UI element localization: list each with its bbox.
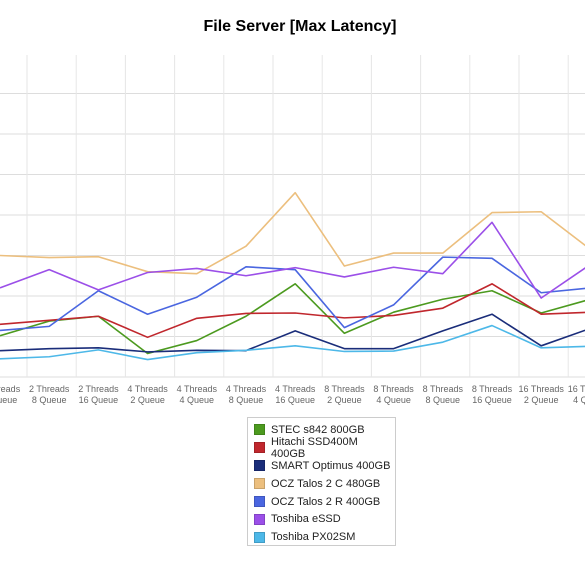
chart-title: File Server [Max Latency] bbox=[203, 18, 397, 35]
x-tick-label: 8 Threads 4 Queue bbox=[373, 384, 414, 405]
x-tick-label: 8 Threads 8 Queue bbox=[423, 384, 464, 405]
legend-item[interactable]: Toshiba PX02SM bbox=[248, 528, 395, 546]
legend-swatch bbox=[254, 442, 265, 454]
x-tick-label: 4 Threads 8 Queue bbox=[226, 384, 267, 405]
grid-lines bbox=[0, 55, 585, 378]
x-tick-label: 8 Threads 2 Queue bbox=[324, 384, 365, 405]
x-tick-label: 4 Threads 2 Queue bbox=[127, 384, 168, 405]
series-line bbox=[0, 191, 585, 275]
legend-item[interactable]: Toshiba eSSD bbox=[248, 510, 395, 528]
legend-item[interactable]: OCZ Talos 2 C 480GB bbox=[248, 475, 395, 493]
series-lines bbox=[0, 191, 585, 361]
series-line bbox=[0, 283, 585, 355]
legend-item[interactable]: SMART Optimus 400GB bbox=[248, 457, 395, 475]
series-line bbox=[0, 313, 585, 353]
legend-label: Toshiba PX02SM bbox=[271, 531, 356, 544]
legend-label: Hitachi SSD400M 400GB bbox=[270, 435, 358, 460]
legend-label: STEC s842 800GB bbox=[271, 423, 365, 436]
x-tick-label: 4 Threads 16 Queue bbox=[275, 384, 316, 405]
legend-label: SMART Optimus 400GB bbox=[271, 459, 391, 472]
legend-swatch bbox=[254, 478, 265, 490]
legend-swatch bbox=[254, 531, 265, 543]
legend-swatch bbox=[254, 460, 265, 472]
legend-item[interactable]: STEC s842 800GB bbox=[248, 421, 395, 439]
x-tick-label: 4 Threads 4 Queue bbox=[177, 384, 218, 405]
x-tick-label: 16 Threads 2 Queue bbox=[519, 384, 565, 405]
x-tick-label: 8 Threads 16 Queue bbox=[472, 384, 513, 405]
series-line bbox=[0, 324, 585, 361]
legend-swatch bbox=[254, 424, 265, 436]
series-line bbox=[0, 256, 585, 332]
legend-label: OCZ Talos 2 C 480GB bbox=[271, 477, 381, 490]
x-tick-label: 2 Threads 16 Queue bbox=[78, 384, 119, 405]
series-line bbox=[0, 283, 585, 339]
x-tick-label: 2 Threads 8 Queue bbox=[29, 384, 70, 405]
legend: STEC s842 800GB Hitachi SSD400M 400GB SMAR… bbox=[247, 417, 396, 546]
legend-item[interactable]: Hitachi SSD400M 400GB bbox=[248, 435, 395, 460]
legend-label: Toshiba eSSD bbox=[271, 513, 341, 526]
legend-item[interactable]: OCZ Talos 2 R 400GB bbox=[248, 493, 395, 511]
legend-swatch bbox=[254, 513, 265, 525]
legend-label: OCZ Talos 2 R 400GB bbox=[271, 495, 381, 508]
legend-swatch bbox=[254, 496, 265, 507]
series-line bbox=[0, 221, 585, 299]
